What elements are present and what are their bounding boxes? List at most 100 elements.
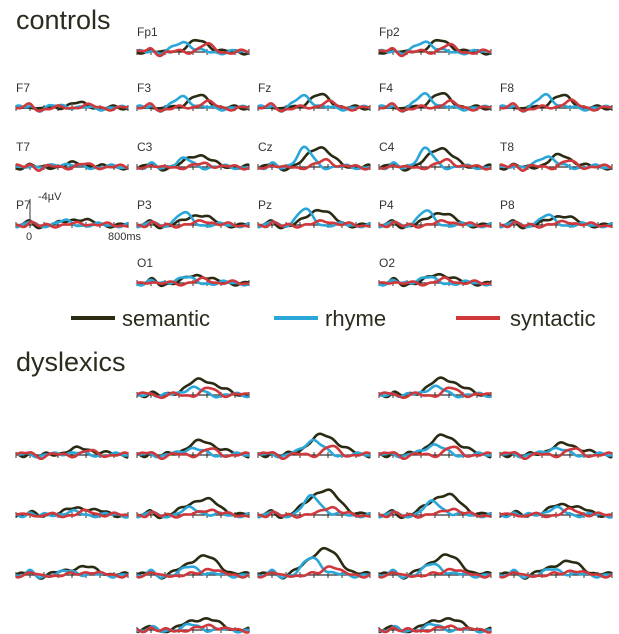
legend-item-syntactic: syntactic xyxy=(456,306,596,331)
erp-panel-controls-pz: Pz xyxy=(257,198,371,230)
electrode-label-p3: P3 xyxy=(137,198,152,212)
erp-panel-controls-p4: P4 xyxy=(378,198,492,230)
erp-panel-dyslexics-f7 xyxy=(15,445,129,461)
erp-panel-dyslexics-p8 xyxy=(499,559,613,580)
erp-panel-controls-c3: C3 xyxy=(136,140,250,172)
trace-syntactic xyxy=(499,569,613,579)
trace-syntactic xyxy=(15,508,129,519)
erp-panel-dyslexics-cz xyxy=(257,488,371,519)
trace-syntactic xyxy=(257,219,371,229)
trace-syntactic xyxy=(378,624,492,634)
trace-syntactic xyxy=(499,219,613,229)
dyslexics-title: dyslexics xyxy=(16,347,126,377)
trace-syntactic xyxy=(257,157,371,171)
electrode-label-f4: F4 xyxy=(379,81,393,95)
erp-panel-controls-fz: Fz xyxy=(257,81,371,113)
electrode-label-f7: F7 xyxy=(16,81,30,95)
erp-panel-dyslexics-f3 xyxy=(136,438,250,461)
electrode-label-cz: Cz xyxy=(258,140,273,154)
trace-semantic xyxy=(378,376,492,399)
erp-panel-controls-p8: P8 xyxy=(499,198,613,230)
erp-panel-dyslexics-o2 xyxy=(378,617,492,634)
erp-panel-controls-f3: F3 xyxy=(136,81,250,113)
erp-panel-dyslexics-t8 xyxy=(499,502,613,519)
legend-item-rhyme: rhyme xyxy=(274,306,386,331)
erp-panels: Fp1 Fp2 F7 F3 Fz F4 F8 T7 C3 Cz C4 T8 P7 P3 Pz P4 P8 O1 O2 xyxy=(15,25,613,634)
trace-syntactic xyxy=(257,505,371,519)
erp-panel-dyslexics-f8 xyxy=(499,441,613,461)
electrode-label-p8: P8 xyxy=(500,198,515,212)
erp-panel-dyslexics-pz xyxy=(257,546,371,580)
erp-panel-controls-p3: P3 xyxy=(136,198,250,230)
trace-syntactic xyxy=(499,98,613,113)
trace-semantic xyxy=(499,215,613,230)
erp-panel-controls-f8: F8 xyxy=(499,81,613,113)
electrode-label-t7: T7 xyxy=(16,140,30,154)
trace-syntactic xyxy=(378,276,492,287)
electrode-label-fp1: Fp1 xyxy=(137,25,158,39)
electrode-label-p4: P4 xyxy=(379,198,394,212)
electrode-label-o2: O2 xyxy=(379,256,395,270)
trace-syntactic xyxy=(378,567,492,579)
trace-syntactic xyxy=(378,507,492,519)
erp-panel-controls-f7: F7 xyxy=(15,81,129,113)
scale-amplitude-label: -4µV xyxy=(38,191,62,203)
erp-panel-dyslexics-t7 xyxy=(15,506,129,519)
trace-syntactic xyxy=(378,445,492,461)
erp-panel-controls-o1: O1 xyxy=(136,256,250,288)
trace-syntactic xyxy=(257,99,371,113)
legend-label-rhyme: rhyme xyxy=(325,306,386,331)
electrode-label-fp2: Fp2 xyxy=(379,25,400,39)
erp-panel-controls-t8: T8 xyxy=(499,140,613,172)
trace-syntactic xyxy=(15,102,129,113)
trace-syntactic xyxy=(257,565,371,579)
electrode-label-o1: O1 xyxy=(137,256,153,270)
trace-semantic xyxy=(136,214,250,230)
electrode-label-c4: C4 xyxy=(379,140,395,154)
trace-syntactic xyxy=(15,162,129,172)
trace-semantic xyxy=(136,377,250,399)
erp-panel-controls-o2: O2 xyxy=(378,256,492,288)
trace-syntactic xyxy=(136,386,250,400)
scale-time-start-label: 0 xyxy=(26,231,32,243)
trace-semantic xyxy=(257,208,371,230)
trace-syntactic xyxy=(499,506,613,519)
trace-semantic xyxy=(378,212,492,230)
trace-syntactic xyxy=(378,99,492,113)
trace-syntactic xyxy=(136,161,250,171)
controls-title: controls xyxy=(16,5,111,35)
trace-syntactic xyxy=(15,448,129,461)
erp-panel-dyslexics-fp2 xyxy=(378,376,492,400)
erp-panel-controls-fp2: Fp2 xyxy=(378,25,492,58)
trace-syntactic xyxy=(257,444,371,461)
erp-panel-controls-fp1: Fp1 xyxy=(136,25,250,58)
trace-syntactic xyxy=(378,157,492,171)
legend-label-semantic: semantic xyxy=(122,306,210,331)
erp-panel-dyslexics-p7 xyxy=(15,564,129,580)
trace-syntactic xyxy=(136,99,250,113)
trace-syntactic xyxy=(136,447,250,461)
trace-syntactic xyxy=(499,159,613,172)
erp-panel-dyslexics-o1 xyxy=(136,617,250,634)
electrode-label-f8: F8 xyxy=(500,81,514,95)
legend: semantic rhyme syntactic xyxy=(71,306,596,331)
legend-label-syntactic: syntactic xyxy=(510,306,596,331)
scale-time-end-label: 800ms xyxy=(108,231,142,243)
erp-panel-dyslexics-p4 xyxy=(378,553,492,580)
electrode-label-f3: F3 xyxy=(137,81,151,95)
electrode-label-c3: C3 xyxy=(137,140,153,154)
erp-panel-dyslexics-f4 xyxy=(378,433,492,461)
trace-syntactic xyxy=(136,42,250,58)
trace-syntactic xyxy=(378,42,492,58)
erp-panel-controls-cz: Cz xyxy=(257,140,371,172)
erp-panel-dyslexics-fz xyxy=(257,432,371,461)
erp-panel-controls-c4: C4 xyxy=(378,140,492,172)
erp-panel-dyslexics-c3 xyxy=(136,496,250,520)
legend-item-semantic: semantic xyxy=(71,306,210,331)
trace-syntactic xyxy=(15,220,129,229)
trace-syntactic xyxy=(136,219,250,229)
trace-syntactic xyxy=(136,508,250,519)
electrode-label-pz: Pz xyxy=(258,198,272,212)
trace-semantic xyxy=(15,217,129,230)
